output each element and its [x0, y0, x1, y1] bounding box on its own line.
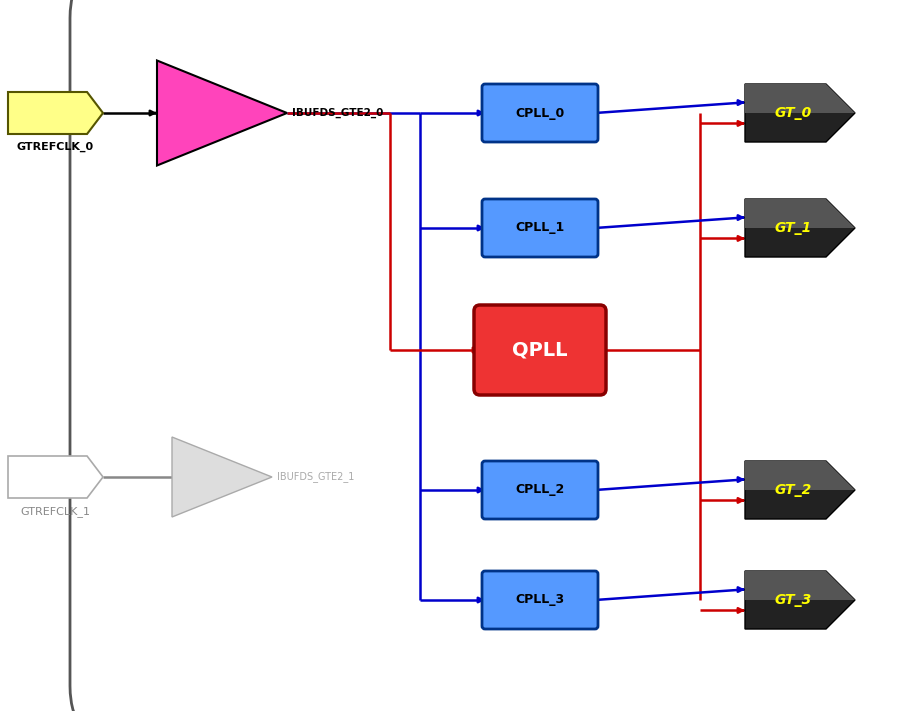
Polygon shape: [8, 456, 103, 498]
FancyBboxPatch shape: [482, 84, 598, 142]
Text: IBUFDS_GTE2_0: IBUFDS_GTE2_0: [292, 108, 383, 118]
Text: QPLL: QPLL: [512, 341, 568, 360]
Text: GT_3: GT_3: [774, 593, 811, 607]
Polygon shape: [744, 461, 855, 490]
Polygon shape: [157, 60, 287, 166]
Text: IBUFDS_GTE2_1: IBUFDS_GTE2_1: [277, 471, 354, 483]
Polygon shape: [744, 571, 855, 629]
Text: GT_2: GT_2: [774, 483, 811, 497]
Text: CPLL_1: CPLL_1: [515, 222, 564, 235]
Text: CPLL_2: CPLL_2: [515, 483, 564, 496]
Polygon shape: [744, 461, 855, 519]
FancyBboxPatch shape: [70, 0, 911, 711]
Polygon shape: [744, 84, 855, 113]
FancyBboxPatch shape: [482, 199, 598, 257]
FancyBboxPatch shape: [474, 305, 605, 395]
FancyBboxPatch shape: [482, 571, 598, 629]
Polygon shape: [744, 199, 855, 257]
Text: GTREFCLK_0: GTREFCLK_0: [17, 142, 94, 152]
Polygon shape: [744, 199, 855, 228]
Text: CPLL_0: CPLL_0: [515, 107, 564, 119]
Polygon shape: [744, 571, 855, 600]
Text: GTREFCLK_1: GTREFCLK_1: [20, 506, 90, 517]
FancyBboxPatch shape: [482, 461, 598, 519]
Polygon shape: [172, 437, 271, 517]
Text: GT_0: GT_0: [774, 106, 811, 120]
Text: CPLL_3: CPLL_3: [515, 594, 564, 606]
Polygon shape: [744, 84, 855, 142]
Text: GT_1: GT_1: [774, 221, 811, 235]
Polygon shape: [8, 92, 103, 134]
